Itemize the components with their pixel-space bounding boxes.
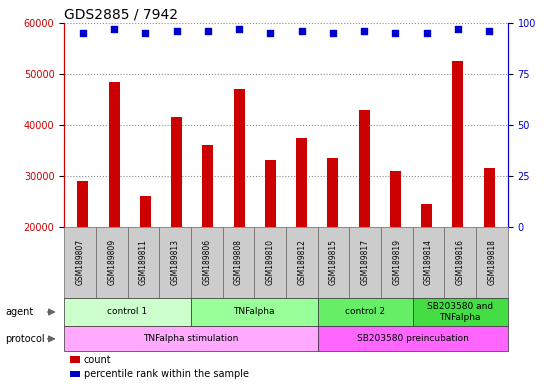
Bar	[328, 158, 338, 328]
Text: SB203580 preincubation: SB203580 preincubation	[357, 334, 469, 343]
Bar	[296, 137, 307, 328]
Text: GSM189817: GSM189817	[360, 239, 370, 285]
Bar	[453, 61, 463, 328]
Text: GSM189810: GSM189810	[266, 239, 275, 285]
Text: GSM189816: GSM189816	[456, 239, 465, 285]
Text: count: count	[84, 354, 112, 364]
Bar	[390, 170, 401, 328]
Point	[141, 30, 150, 36]
Text: control 1: control 1	[108, 308, 148, 316]
Text: percentile rank within the sample: percentile rank within the sample	[84, 369, 249, 379]
Text: GDS2885 / 7942: GDS2885 / 7942	[64, 8, 178, 22]
Text: SB203580 and
TNFalpha: SB203580 and TNFalpha	[427, 302, 493, 322]
Bar	[171, 117, 182, 328]
Text: GSM189818: GSM189818	[488, 239, 497, 285]
Point	[328, 30, 337, 36]
Bar	[109, 81, 119, 328]
Text: GSM189808: GSM189808	[234, 239, 243, 285]
Text: TNFalpha: TNFalpha	[234, 308, 275, 316]
Point	[359, 28, 368, 34]
Point	[172, 28, 181, 34]
Bar	[359, 109, 369, 328]
Text: GSM189812: GSM189812	[297, 239, 306, 285]
Bar	[140, 196, 151, 328]
Point	[391, 30, 400, 36]
Point	[79, 30, 88, 36]
Text: GSM189814: GSM189814	[424, 239, 433, 285]
Text: GSM189806: GSM189806	[202, 239, 211, 285]
Bar	[78, 181, 88, 328]
Text: GSM189815: GSM189815	[329, 239, 338, 285]
Text: TNFalpha stimulation: TNFalpha stimulation	[143, 334, 239, 343]
Point	[266, 30, 275, 36]
Point	[422, 30, 431, 36]
Text: GSM189809: GSM189809	[107, 239, 116, 285]
Bar	[203, 145, 213, 328]
Text: agent: agent	[6, 307, 34, 317]
Point	[484, 28, 493, 34]
Point	[453, 26, 462, 32]
Bar	[484, 168, 494, 328]
Text: GSM189807: GSM189807	[75, 239, 84, 285]
Text: GSM189811: GSM189811	[139, 239, 148, 285]
Bar	[421, 204, 432, 328]
Point	[110, 26, 119, 32]
Text: GSM189819: GSM189819	[392, 239, 401, 285]
Point	[297, 28, 306, 34]
Text: GSM189813: GSM189813	[171, 239, 180, 285]
Point	[204, 28, 213, 34]
Point	[235, 26, 244, 32]
Text: control 2: control 2	[345, 308, 385, 316]
Bar	[234, 89, 244, 328]
Text: protocol: protocol	[6, 334, 45, 344]
Bar	[265, 161, 276, 328]
